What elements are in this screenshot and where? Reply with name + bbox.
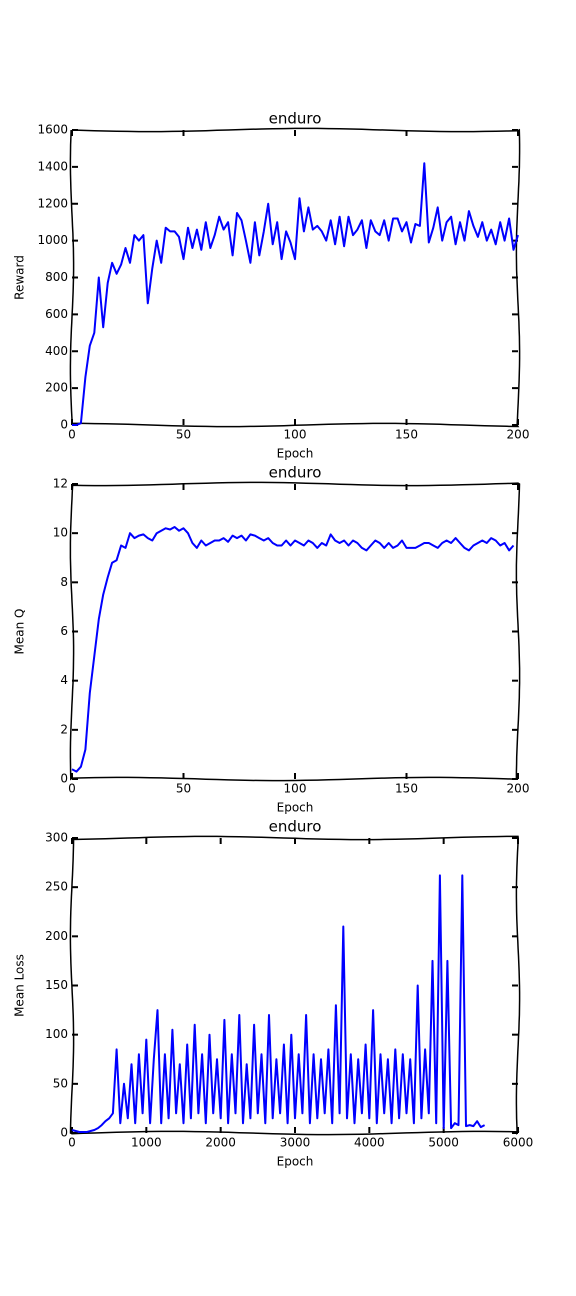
y-tick-label: 6: [60, 624, 68, 638]
plot-frame: [69, 481, 521, 782]
y-tick-label: 2: [60, 722, 68, 736]
x-tick-label: 200: [507, 428, 530, 442]
y-tick-label: 0: [60, 772, 68, 786]
plot-frame: [69, 127, 521, 428]
y-axis-label: Reward: [13, 255, 27, 300]
x-axis-label: Epoch: [277, 1155, 314, 1169]
x-tick-label: 50: [176, 782, 191, 796]
y-tick-label: 4: [60, 673, 68, 687]
y-tick-label: 400: [45, 344, 68, 358]
y-tick-label: 800: [45, 270, 68, 284]
x-tick-label: 200: [507, 782, 530, 796]
chart-title: enduro: [269, 464, 322, 482]
x-axis-label: Epoch: [277, 801, 314, 815]
x-tick-label: 0: [68, 782, 76, 796]
y-tick-label: 600: [45, 307, 68, 321]
x-tick-label: 6000: [503, 1136, 534, 1150]
x-tick-label: 150: [395, 782, 418, 796]
x-tick-label: 0: [68, 1136, 76, 1150]
y-tick-label: 0: [60, 418, 68, 432]
y-tick-label: 1200: [37, 196, 68, 210]
y-tick-label: 150: [45, 978, 68, 992]
y-tick-label: 12: [53, 477, 68, 491]
chart-title: enduro: [269, 818, 322, 836]
chart-title: enduro: [269, 110, 322, 128]
x-tick-label: 100: [284, 428, 307, 442]
data-line: [71, 526, 515, 773]
x-tick-label: 1000: [131, 1136, 162, 1150]
y-tick-label: 1400: [37, 159, 68, 173]
x-tick-label: 150: [395, 428, 418, 442]
y-tick-label: 250: [45, 880, 68, 894]
x-tick-label: 4000: [354, 1136, 385, 1150]
x-tick-label: 3000: [280, 1136, 311, 1150]
y-tick-label: 100: [45, 1027, 68, 1041]
y-tick-label: 0: [60, 1126, 68, 1140]
x-tick-label: 0: [68, 428, 76, 442]
y-tick-label: 200: [45, 929, 68, 943]
x-axis-label: Epoch: [277, 447, 314, 461]
data-line: [72, 162, 519, 426]
x-tick-label: 5000: [428, 1136, 459, 1150]
y-axis-label: Mean Q: [13, 609, 27, 655]
plot-frame: [69, 835, 521, 1136]
x-tick-label: 50: [176, 428, 191, 442]
y-tick-label: 8: [60, 575, 68, 589]
y-tick-label: 50: [53, 1076, 68, 1090]
y-tick-label: 10: [53, 526, 68, 540]
data-line: [71, 874, 486, 1133]
x-tick-label: 100: [284, 782, 307, 796]
y-tick-label: 1000: [37, 233, 68, 247]
y-axis-label: Mean Loss: [13, 954, 27, 1017]
y-tick-label: 200: [45, 381, 68, 395]
x-tick-label: 2000: [205, 1136, 236, 1150]
y-tick-label: 1600: [37, 123, 68, 137]
y-tick-label: 300: [45, 831, 68, 845]
